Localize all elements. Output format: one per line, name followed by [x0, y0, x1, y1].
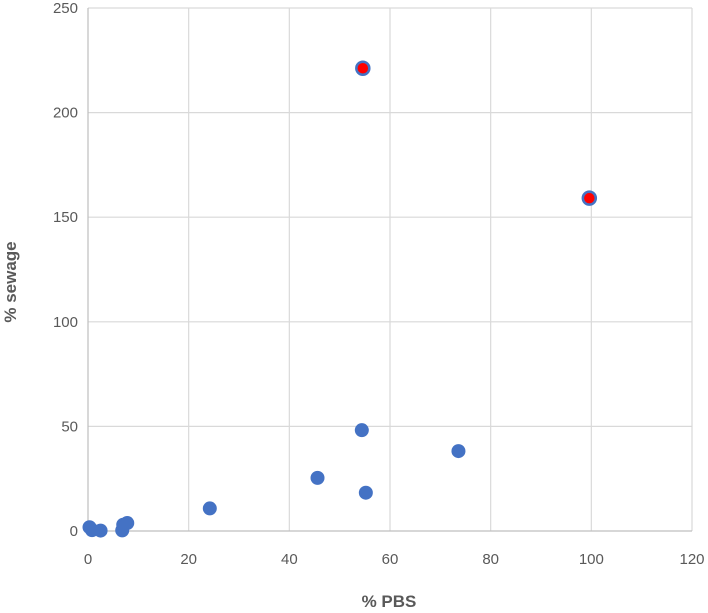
x-tick-label: 80 [482, 551, 499, 568]
data-point [202, 501, 217, 516]
data-point [358, 485, 373, 500]
x-axis-title: % PBS [362, 592, 417, 611]
y-tick-label: 100 [53, 314, 78, 331]
highlighted-data-point [581, 190, 598, 206]
y-tick-label: 250 [53, 0, 78, 17]
y-tick-label: 50 [61, 418, 78, 435]
data-point [93, 523, 108, 538]
x-tick-label: 100 [579, 551, 604, 568]
data-point [354, 423, 369, 438]
x-tick-label: 0 [84, 551, 92, 568]
x-tick-label: 20 [180, 551, 197, 568]
y-axis-title: % sewage [1, 241, 20, 322]
x-tick-label: 120 [679, 551, 704, 568]
y-tick-label: 0 [70, 523, 78, 540]
data-point [451, 444, 466, 459]
grid [87, 7, 693, 532]
x-tick-label: 60 [382, 551, 399, 568]
x-tick-label: 40 [281, 551, 298, 568]
y-tick-label: 150 [53, 209, 78, 226]
y-tick-label: 200 [53, 105, 78, 122]
y-tick-labels: 0 50 100 150 200 250 [53, 0, 78, 540]
highlighted-data-point [355, 60, 371, 76]
data-points [82, 60, 598, 538]
data-point [120, 516, 135, 531]
data-point [310, 470, 325, 485]
x-tick-labels: 0 20 40 60 80 100 120 [84, 551, 705, 568]
